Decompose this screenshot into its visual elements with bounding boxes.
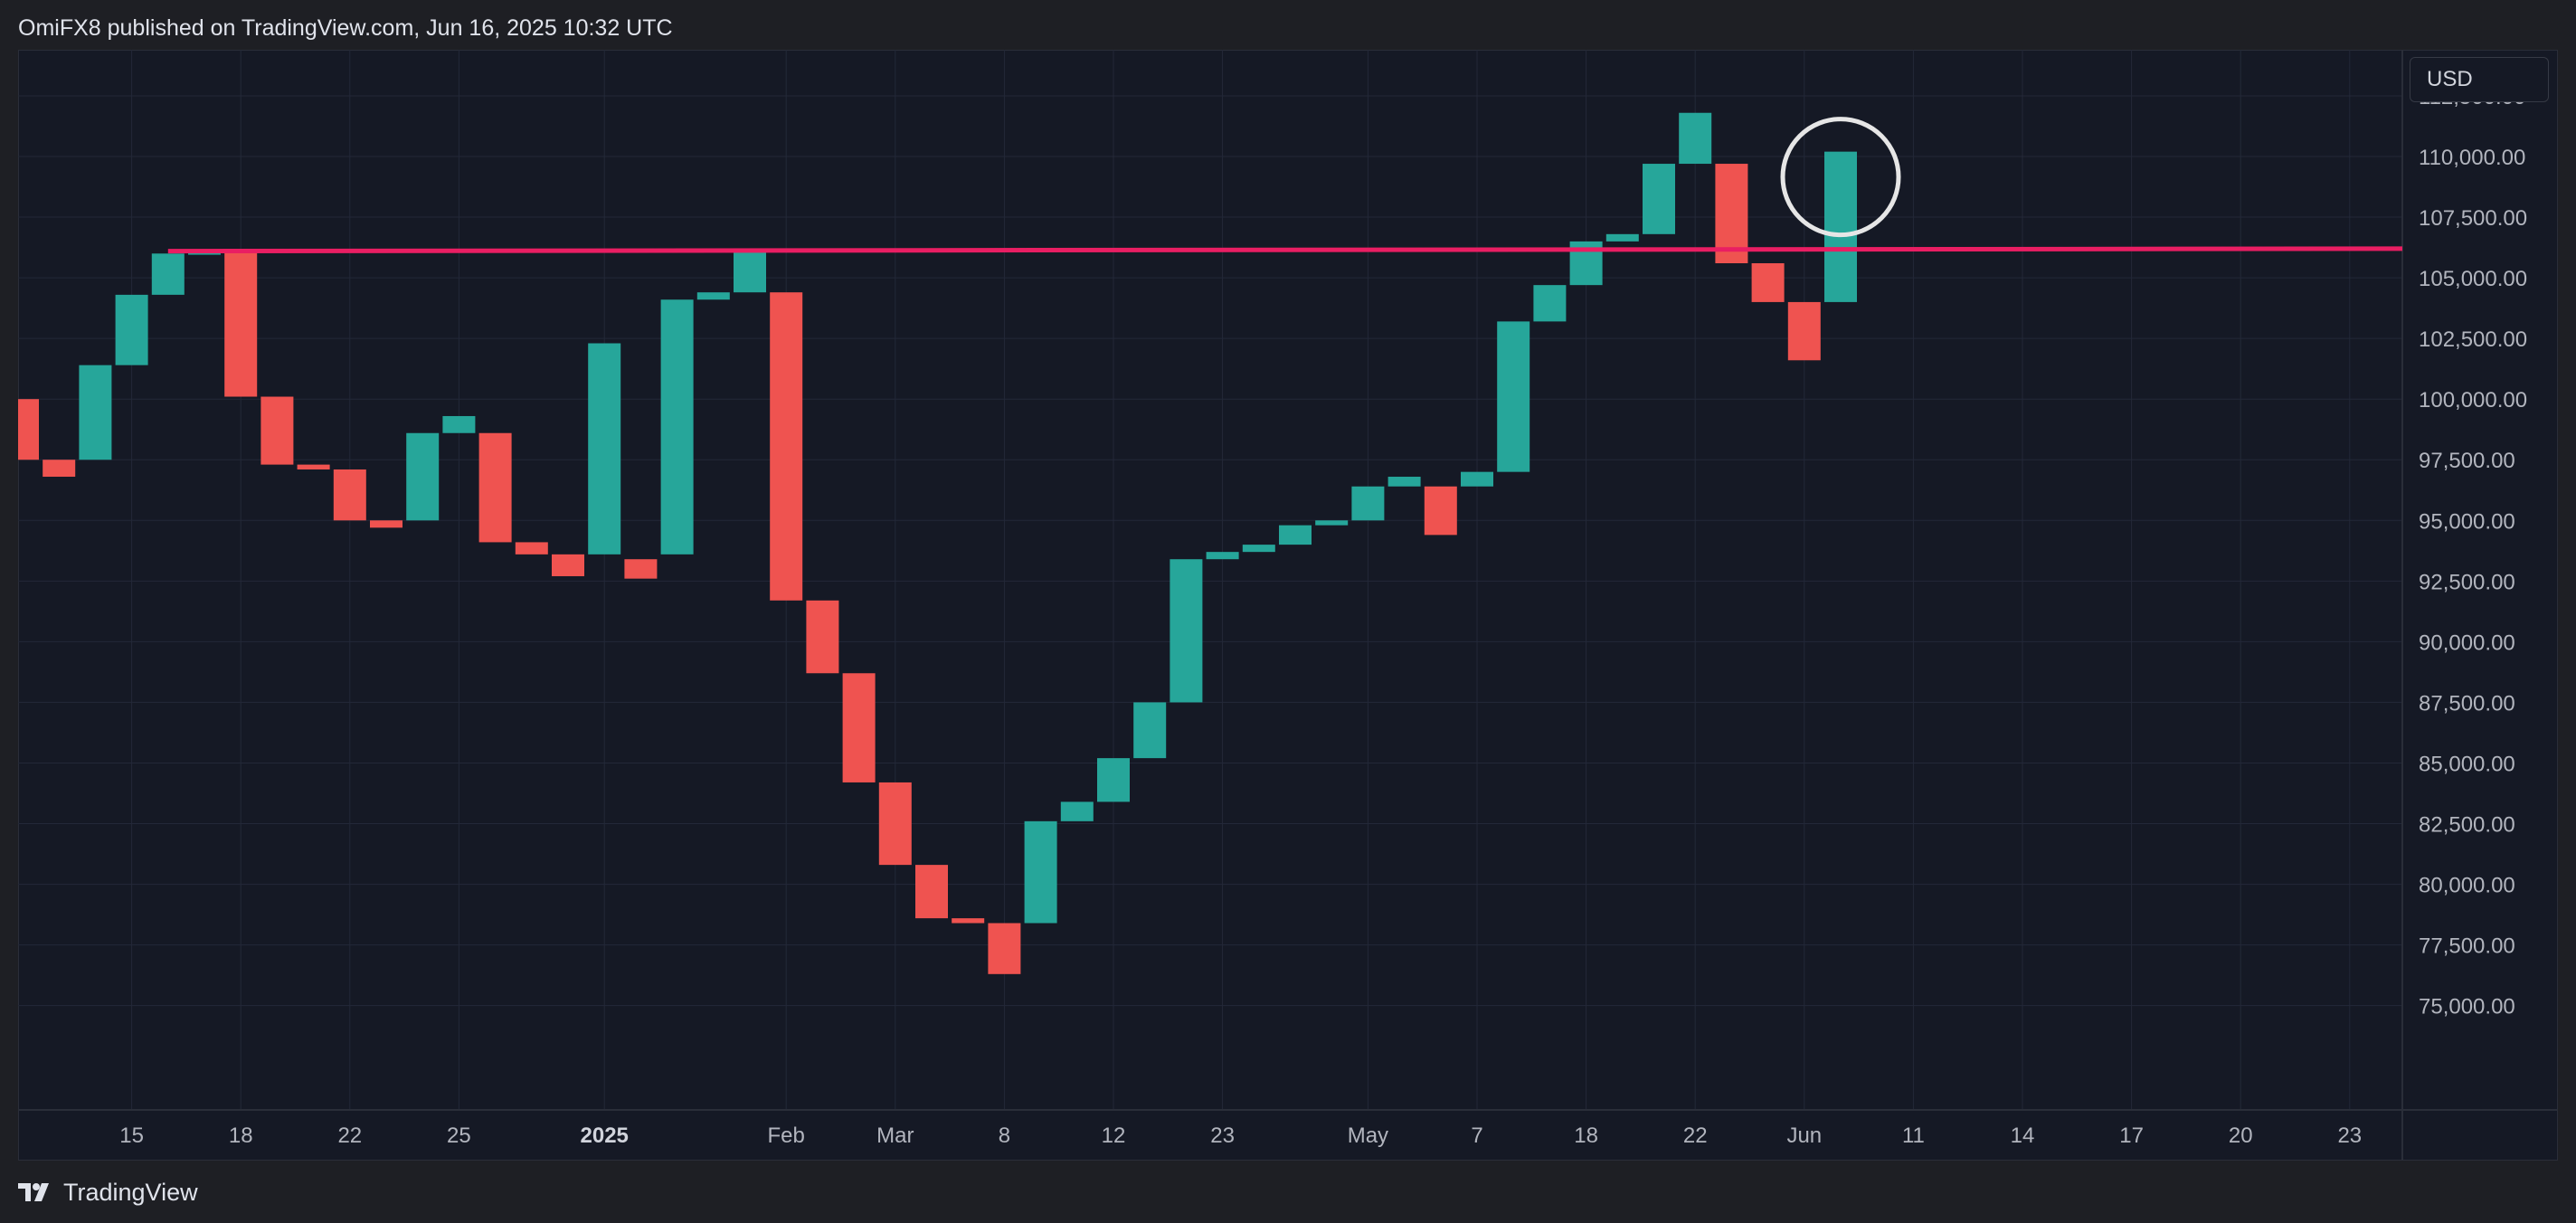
candle-up[interactable]: [1133, 702, 1167, 759]
candle-down[interactable]: [878, 782, 912, 866]
candle-up[interactable]: [660, 299, 694, 555]
candle-up[interactable]: [1824, 151, 1857, 302]
price-tick-label: 90,000.00: [2419, 630, 2515, 655]
time-tick-label: 20: [2229, 1123, 2253, 1148]
candle-down[interactable]: [915, 865, 948, 919]
time-tick-label: 23: [1210, 1123, 1235, 1148]
candle-up[interactable]: [442, 415, 476, 433]
time-axis-labels: 15 18 22 25 2025 Feb Mar 8 12 23 May 7 18 22 Jun 11 14 17…: [119, 1123, 2362, 1148]
price-axis-labels: 112,500.00110,000.00107,500.00105,000.00…: [2419, 85, 2527, 1019]
time-tick-label: 11: [1902, 1123, 1925, 1148]
chart-panel: [18, 50, 2558, 1161]
time-tick-label: 22: [337, 1123, 362, 1148]
tradingview-brand[interactable]: TradingView: [18, 1174, 198, 1210]
candle-up[interactable]: [115, 294, 148, 365]
price-tick-label: 107,500.00: [2419, 206, 2527, 231]
time-tick-label: 17: [2119, 1123, 2144, 1148]
candle-down[interactable]: [770, 292, 803, 601]
time-tick-label: 18: [1574, 1123, 1598, 1148]
candle-down[interactable]: [952, 918, 985, 924]
price-tick-label: 97,500.00: [2419, 449, 2515, 473]
candle-up[interactable]: [1497, 321, 1530, 472]
price-tick-label: 87,500.00: [2419, 691, 2515, 716]
candle-down[interactable]: [297, 464, 330, 469]
candle-down[interactable]: [1424, 486, 1457, 536]
candle-down[interactable]: [1787, 301, 1821, 361]
candle-up[interactable]: [1060, 801, 1094, 821]
candle-up[interactable]: [1315, 520, 1349, 526]
candle-down[interactable]: [515, 542, 548, 555]
candle-down[interactable]: [552, 554, 584, 576]
currency-selector[interactable]: USD: [2410, 57, 2549, 102]
candle-up[interactable]: [1024, 820, 1057, 924]
tradingview-logo-icon: [18, 1183, 49, 1201]
candle-up[interactable]: [1170, 559, 1203, 703]
candle-down[interactable]: [43, 460, 76, 478]
candle-down[interactable]: [624, 559, 658, 579]
time-tick-label: 12: [1102, 1123, 1126, 1148]
candles: [18, 112, 1857, 974]
candle-up[interactable]: [1387, 477, 1421, 487]
price-tick-label: 77,500.00: [2419, 934, 2515, 959]
price-tick-label: 102,500.00: [2419, 327, 2527, 352]
candle-down[interactable]: [1715, 164, 1748, 264]
candle-up[interactable]: [1679, 112, 1712, 165]
time-tick-label: 25: [447, 1123, 471, 1148]
candle-down[interactable]: [260, 396, 294, 465]
price-tick-label: 95,000.00: [2419, 509, 2515, 534]
candle-down[interactable]: [842, 673, 876, 782]
candle-down[interactable]: [806, 600, 839, 674]
highlight-circle[interactable]: [1780, 117, 1901, 238]
time-tick-label: 14: [2011, 1123, 2035, 1148]
candle-up[interactable]: [1097, 758, 1130, 802]
candle-up[interactable]: [79, 365, 112, 460]
candle-down[interactable]: [333, 469, 366, 521]
chart-grid: [18, 50, 2402, 1110]
candle-down[interactable]: [478, 432, 512, 543]
candle-up[interactable]: [1533, 285, 1567, 322]
candlestick-chart[interactable]: 112,500.00110,000.00107,500.00105,000.00…: [18, 50, 2558, 1161]
time-tick-label: 8: [999, 1123, 1010, 1148]
candle-up[interactable]: [1279, 525, 1312, 545]
time-tick-label: 18: [229, 1123, 253, 1148]
candle-up[interactable]: [1643, 164, 1675, 234]
time-tick-label: 22: [1683, 1123, 1708, 1148]
candle-up[interactable]: [1351, 486, 1385, 521]
candle-down[interactable]: [370, 520, 402, 528]
time-tick-label: Jun: [1786, 1123, 1822, 1148]
publish-info: OmiFX8 published on TradingView.com, Jun…: [18, 15, 673, 41]
resistance-line[interactable]: [167, 246, 2403, 254]
price-tick-label: 92,500.00: [2419, 570, 2515, 594]
candle-down[interactable]: [18, 399, 39, 460]
price-tick-label: 85,000.00: [2419, 752, 2515, 776]
time-tick-label: Mar: [876, 1123, 914, 1148]
candle-down[interactable]: [224, 251, 258, 397]
candle-up[interactable]: [406, 432, 440, 521]
candle-up[interactable]: [151, 253, 185, 295]
time-tick-label: Feb: [768, 1123, 805, 1148]
candle-up[interactable]: [1461, 471, 1493, 487]
candle-up[interactable]: [588, 343, 621, 555]
brand-label: TradingView: [63, 1179, 198, 1206]
price-tick-label: 80,000.00: [2419, 874, 2515, 898]
price-tick-label: 100,000.00: [2419, 388, 2527, 412]
time-tick-label: 15: [119, 1123, 144, 1148]
candle-up[interactable]: [1242, 545, 1275, 553]
time-tick-label: 23: [2337, 1123, 2362, 1148]
time-tick-label: 2025: [581, 1123, 629, 1148]
time-tick-label: 7: [1471, 1123, 1482, 1148]
price-tick-label: 82,500.00: [2419, 813, 2515, 838]
time-tick-label: May: [1348, 1123, 1388, 1148]
candle-up[interactable]: [696, 292, 730, 300]
candle-up[interactable]: [734, 251, 766, 293]
candle-down[interactable]: [1751, 263, 1785, 302]
candle-down[interactable]: [988, 923, 1021, 974]
price-tick-label: 105,000.00: [2419, 267, 2527, 291]
candle-up[interactable]: [1605, 233, 1639, 242]
price-tick-label: 110,000.00: [2419, 146, 2525, 170]
price-tick-label: 75,000.00: [2419, 995, 2515, 1019]
candle-up[interactable]: [1206, 552, 1239, 560]
